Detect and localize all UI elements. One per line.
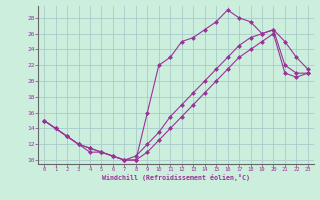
X-axis label: Windchill (Refroidissement éolien,°C): Windchill (Refroidissement éolien,°C): [102, 174, 250, 181]
